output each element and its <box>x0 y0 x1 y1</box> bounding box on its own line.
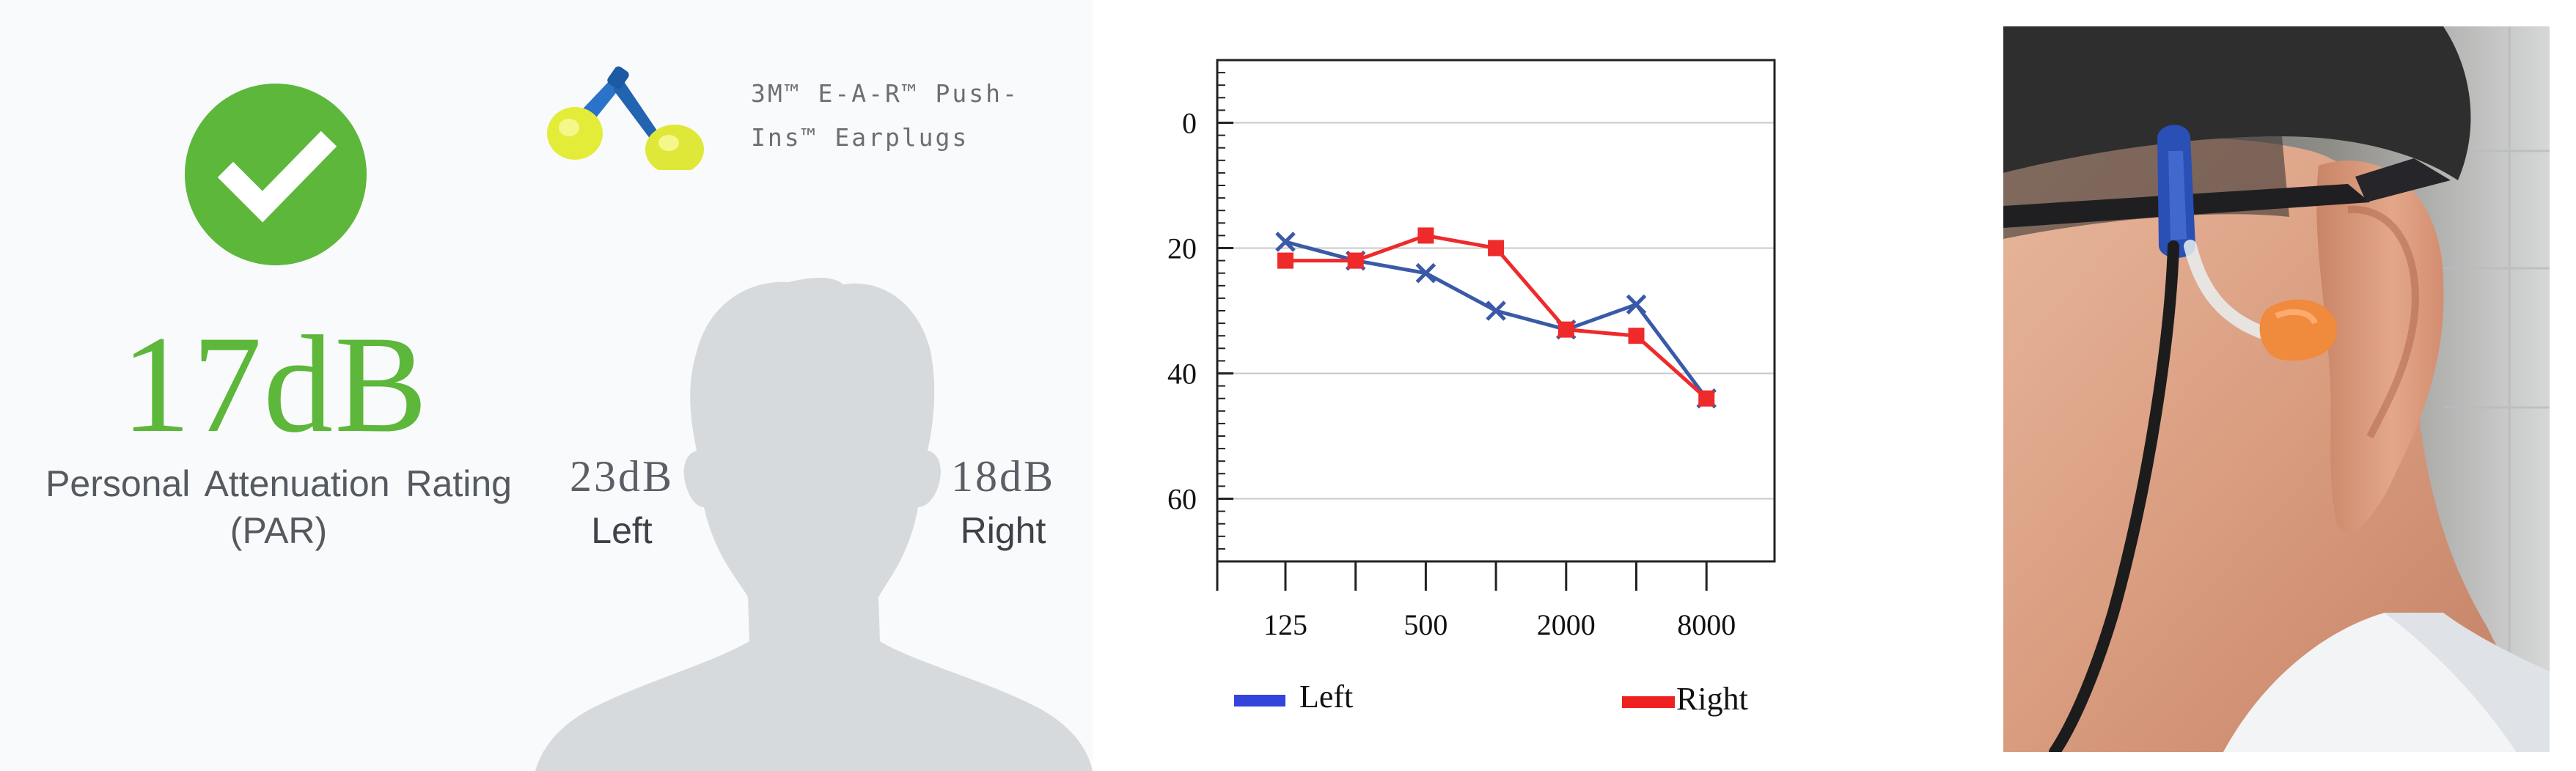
chart-axes: 0 20 40 60 125 500 2000 8000 <box>1167 59 1776 641</box>
data-point-left <box>1486 300 1506 321</box>
legend-left-label: Left <box>1299 679 1354 715</box>
data-point-right <box>1698 390 1715 407</box>
product-name-line-1: 3M™ E-A-R™ Push- <box>751 79 1019 108</box>
ear-test-photo-image <box>2003 26 2550 752</box>
product-name-line-2: Ins™ Earplugs <box>751 123 969 152</box>
data-point-right <box>1488 240 1505 257</box>
product-name: 3M™ E-A-R™ Push- Ins™ Earplugs <box>751 72 1074 160</box>
data-point-left <box>1275 232 1296 252</box>
par-label: Personal Attenuation Rating (PAR) <box>15 460 543 554</box>
head-silhouette-icon <box>535 278 1093 771</box>
audiogram-chart-panel: 0 20 40 60 125 500 2000 8000 Left Right <box>1093 0 1870 771</box>
left-ear-label: Left <box>591 510 653 551</box>
data-point-left <box>1626 294 1647 315</box>
chart-series <box>1275 227 1717 409</box>
x-tick-label: 125 <box>1263 608 1307 641</box>
left-ear-value: 23dB <box>569 452 675 501</box>
par-label-text: Personal Attenuation Rating <box>45 463 512 504</box>
data-point-right <box>1417 227 1434 244</box>
x-tick-label: 500 <box>1403 608 1447 641</box>
x-tick-label: 8000 <box>1677 608 1736 641</box>
y-tick-label: 20 <box>1167 232 1197 265</box>
y-tick-label: 0 <box>1182 107 1197 140</box>
data-point-right <box>1277 252 1293 269</box>
data-point-right <box>1347 252 1364 269</box>
earplug-fit-photo <box>2003 26 2550 752</box>
right-ear-value: 18dB <box>950 452 1056 501</box>
data-point-right <box>1628 328 1645 344</box>
legend-right-swatch <box>1622 696 1675 708</box>
y-tick-label: 60 <box>1167 483 1197 516</box>
audiogram-chart: 0 20 40 60 125 500 2000 8000 <box>1167 59 1776 641</box>
right-ear-label: Right <box>960 510 1046 551</box>
y-tick-label: 40 <box>1167 358 1197 391</box>
data-point-right <box>1557 321 1574 338</box>
attenuation-summary-panel: 17dB Personal Attenuation Rating (PAR) 2… <box>0 0 1093 771</box>
par-abbrev: (PAR) <box>230 510 328 551</box>
x-tick-label: 2000 <box>1537 608 1596 641</box>
legend-left-swatch <box>1234 695 1285 707</box>
earplug-product-icon <box>547 66 704 170</box>
legend-right-label: Right <box>1676 681 1748 717</box>
par-value: 17dB <box>121 308 429 462</box>
check-circle-icon <box>185 84 367 265</box>
data-point-left <box>1415 262 1436 284</box>
